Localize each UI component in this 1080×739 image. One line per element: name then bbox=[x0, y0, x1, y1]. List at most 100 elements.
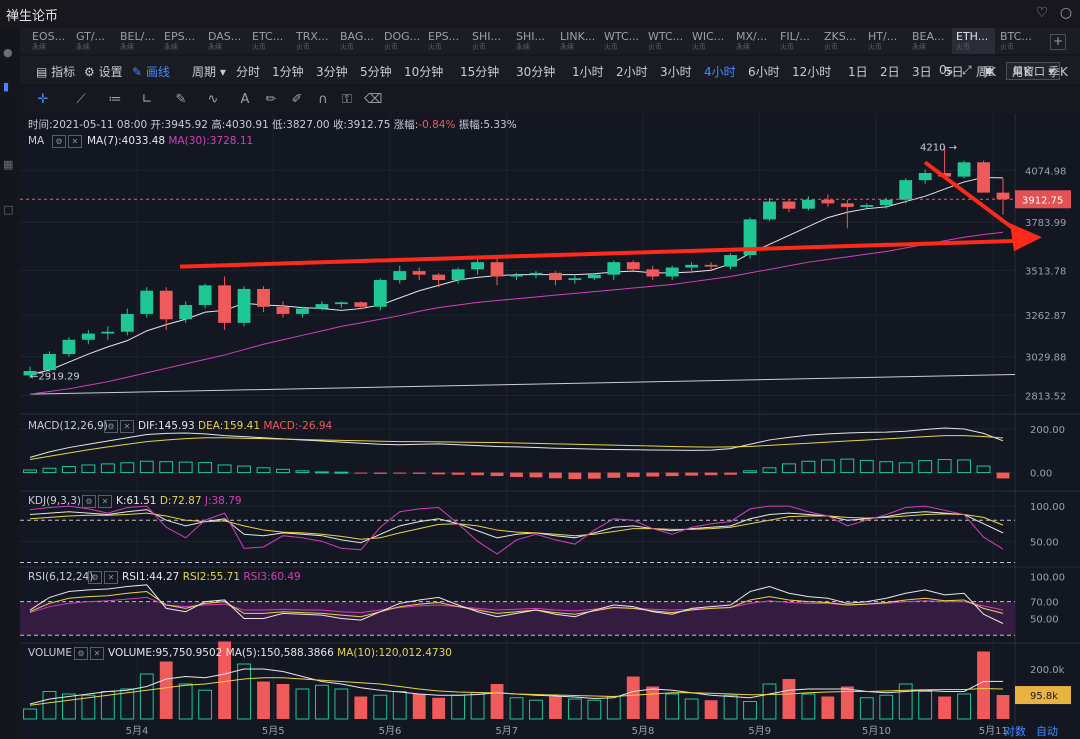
order-icon[interactable]: □ bbox=[3, 203, 14, 216]
trade-icon[interactable]: ▦ bbox=[3, 158, 14, 171]
ruler-icon[interactable]: ✏ bbox=[265, 92, 277, 107]
period-option[interactable]: 10分钟 bbox=[404, 65, 444, 79]
auto-scale-button[interactable]: 自动 bbox=[1036, 725, 1058, 738]
period-option[interactable]: 1分钟 bbox=[272, 65, 304, 79]
period-option[interactable]: 5日 bbox=[944, 65, 964, 79]
symbol-tab[interactable]: HT/... 火币 bbox=[864, 28, 907, 54]
macd-close-icon[interactable]: ✕ bbox=[120, 420, 134, 433]
ma-close-icon[interactable]: ✕ bbox=[68, 135, 82, 148]
period-option[interactable]: 15分钟 bbox=[460, 65, 500, 79]
chart-icon[interactable]: ▮ bbox=[3, 80, 10, 93]
crosshair-icon[interactable]: ✛ bbox=[37, 92, 49, 107]
symbol-tab[interactable]: EOS... 永续 bbox=[28, 28, 71, 54]
symbol-tab[interactable]: DOG... 火币 bbox=[380, 28, 423, 54]
period-option[interactable]: 3分钟 bbox=[316, 65, 348, 79]
period-option[interactable]: 30分钟 bbox=[516, 65, 556, 79]
period-option[interactable]: 周K bbox=[976, 65, 996, 79]
parallel-tool-icon[interactable]: ≔ bbox=[108, 92, 122, 107]
period-option[interactable]: 月K bbox=[1012, 65, 1032, 79]
symbol-tab-market: 火币 bbox=[692, 43, 706, 51]
kline-chart[interactable]: 4074.98 3783.99 3513.78 3262.87 3029.88 2813.… bbox=[20, 114, 1080, 739]
rsi-close-icon[interactable]: ✕ bbox=[104, 571, 118, 584]
symbol-tab-name: EPS... bbox=[428, 30, 460, 43]
pen-tool-icon[interactable]: ✎ bbox=[175, 92, 187, 107]
lock-icon[interactable]: ⚿ bbox=[342, 92, 352, 107]
volume-close-icon[interactable]: ✕ bbox=[90, 647, 104, 660]
period-option[interactable]: 季K bbox=[1048, 65, 1068, 79]
symbol-tab[interactable]: EPS... 永续 bbox=[160, 28, 203, 54]
text-tool-icon[interactable]: A bbox=[240, 92, 250, 107]
symbol-tab[interactable]: WIC... 火币 bbox=[688, 28, 731, 54]
volume-bar bbox=[373, 694, 388, 720]
period-option[interactable]: 2小时 bbox=[616, 65, 648, 79]
period-option[interactable]: 3日 bbox=[912, 65, 932, 79]
draw-button[interactable]: ✎ 画线 bbox=[132, 65, 170, 79]
macd-settings-icon[interactable]: ⚙ bbox=[104, 420, 118, 433]
period-option[interactable]: 1小时 bbox=[572, 65, 604, 79]
symbol-tab[interactable]: SHI... 火币 bbox=[468, 28, 511, 54]
symbol-tab[interactable]: SHI... 永续 bbox=[512, 28, 555, 54]
symbol-tab[interactable]: FIL/... 火币 bbox=[776, 28, 819, 54]
volume-bar bbox=[626, 676, 640, 719]
period-option[interactable]: 5分钟 bbox=[360, 65, 392, 79]
kdj-settings-icon[interactable]: ⚙ bbox=[82, 495, 96, 508]
bell-icon[interactable]: ♡ bbox=[1035, 5, 1049, 21]
line-tool-icon[interactable]: ⟋ bbox=[76, 92, 86, 107]
candle bbox=[179, 304, 193, 320]
log-scale-button[interactable]: 对数 bbox=[1004, 725, 1026, 738]
kdj-close-icon[interactable]: ✕ bbox=[98, 495, 112, 508]
screenshot-icon[interactable]: ▣ bbox=[983, 63, 995, 77]
period-option[interactable]: 6小时 bbox=[748, 65, 780, 79]
symbol-tab[interactable]: BEL/... 永续 bbox=[116, 28, 159, 54]
kdj-label: KDJ(9,3,3) bbox=[28, 495, 81, 507]
symbol-tab[interactable]: LINK... 永续 bbox=[556, 28, 599, 54]
angle-tool-icon[interactable]: ∟ bbox=[141, 92, 153, 107]
indicators-button[interactable]: ▤ 指标 bbox=[36, 65, 76, 79]
volume-bar bbox=[412, 694, 426, 719]
symbol-tab[interactable]: BAG... 火币 bbox=[336, 28, 379, 54]
symbol-tab-name: SHI... bbox=[472, 30, 501, 43]
symbol-tab[interactable]: TRX... 火币 bbox=[292, 28, 335, 54]
period-dropdown[interactable]: 周期 ▾ bbox=[192, 65, 226, 79]
dif-line bbox=[29, 427, 1004, 458]
period-option[interactable]: 2日 bbox=[880, 65, 900, 79]
macd-bar bbox=[801, 460, 816, 474]
symbol-tab[interactable]: BTC... 火币 bbox=[996, 28, 1039, 54]
brush-icon[interactable]: ✐ bbox=[291, 92, 303, 107]
seconds-button[interactable]: 0s bbox=[939, 63, 953, 77]
period-option[interactable]: 3小时 bbox=[660, 65, 692, 79]
volume-settings-icon[interactable]: ⚙ bbox=[74, 647, 88, 660]
rsi2-line bbox=[29, 591, 1004, 618]
macd-bar bbox=[957, 459, 972, 474]
period-option[interactable]: 1日 bbox=[848, 65, 868, 79]
magnet-icon[interactable]: ∩ bbox=[318, 92, 328, 107]
symbol-tab-name: MX/... bbox=[736, 30, 768, 43]
symbol-tab[interactable]: WTC... 火币 bbox=[644, 28, 687, 54]
trash-icon[interactable]: ⌫ bbox=[364, 92, 383, 107]
rsi-settings-icon[interactable]: ⚙ bbox=[88, 571, 102, 584]
add-tab-button[interactable]: + bbox=[1050, 34, 1066, 50]
fullscreen-icon[interactable]: ⤢ bbox=[962, 63, 972, 77]
ma-settings-icon[interactable]: ⚙ bbox=[52, 135, 66, 148]
symbol-tab[interactable]: WTC... 火币 bbox=[600, 28, 643, 54]
period-option[interactable]: 4小时 bbox=[704, 65, 736, 79]
macd-bar bbox=[859, 459, 874, 474]
settings-button[interactable]: ⚙ 设置 bbox=[84, 65, 123, 79]
symbol-tab[interactable]: DAS... 永续 bbox=[204, 28, 247, 54]
period-option[interactable]: 12小时 bbox=[792, 65, 832, 79]
wave-tool-icon[interactable]: ∿ bbox=[207, 92, 219, 107]
symbol-tab[interactable]: EPS... 火币 bbox=[424, 28, 467, 54]
symbol-tab[interactable]: ETC... 火币 bbox=[248, 28, 291, 54]
symbol-tab[interactable]: BEA... 永续 bbox=[908, 28, 951, 54]
symbol-tab[interactable]: GT/... 永续 bbox=[72, 28, 115, 54]
window-select[interactable]: 单窗口 ▾ bbox=[1006, 62, 1060, 80]
symbol-tab[interactable]: ZKS... 火币 bbox=[820, 28, 863, 54]
chart-area[interactable]: 4074.98 3783.99 3513.78 3262.87 3029.88 2813.… bbox=[20, 114, 1080, 739]
symbol-tab[interactable]: ETH... 火币 bbox=[952, 28, 995, 54]
symbol-tab[interactable]: MX/... 永续 bbox=[732, 28, 775, 54]
menu-icon[interactable]: ● bbox=[3, 46, 13, 59]
user-icon[interactable]: ○ bbox=[1059, 5, 1073, 21]
period-option[interactable]: 分时 bbox=[236, 65, 261, 79]
candle bbox=[354, 302, 368, 307]
macd-bar bbox=[412, 472, 426, 474]
